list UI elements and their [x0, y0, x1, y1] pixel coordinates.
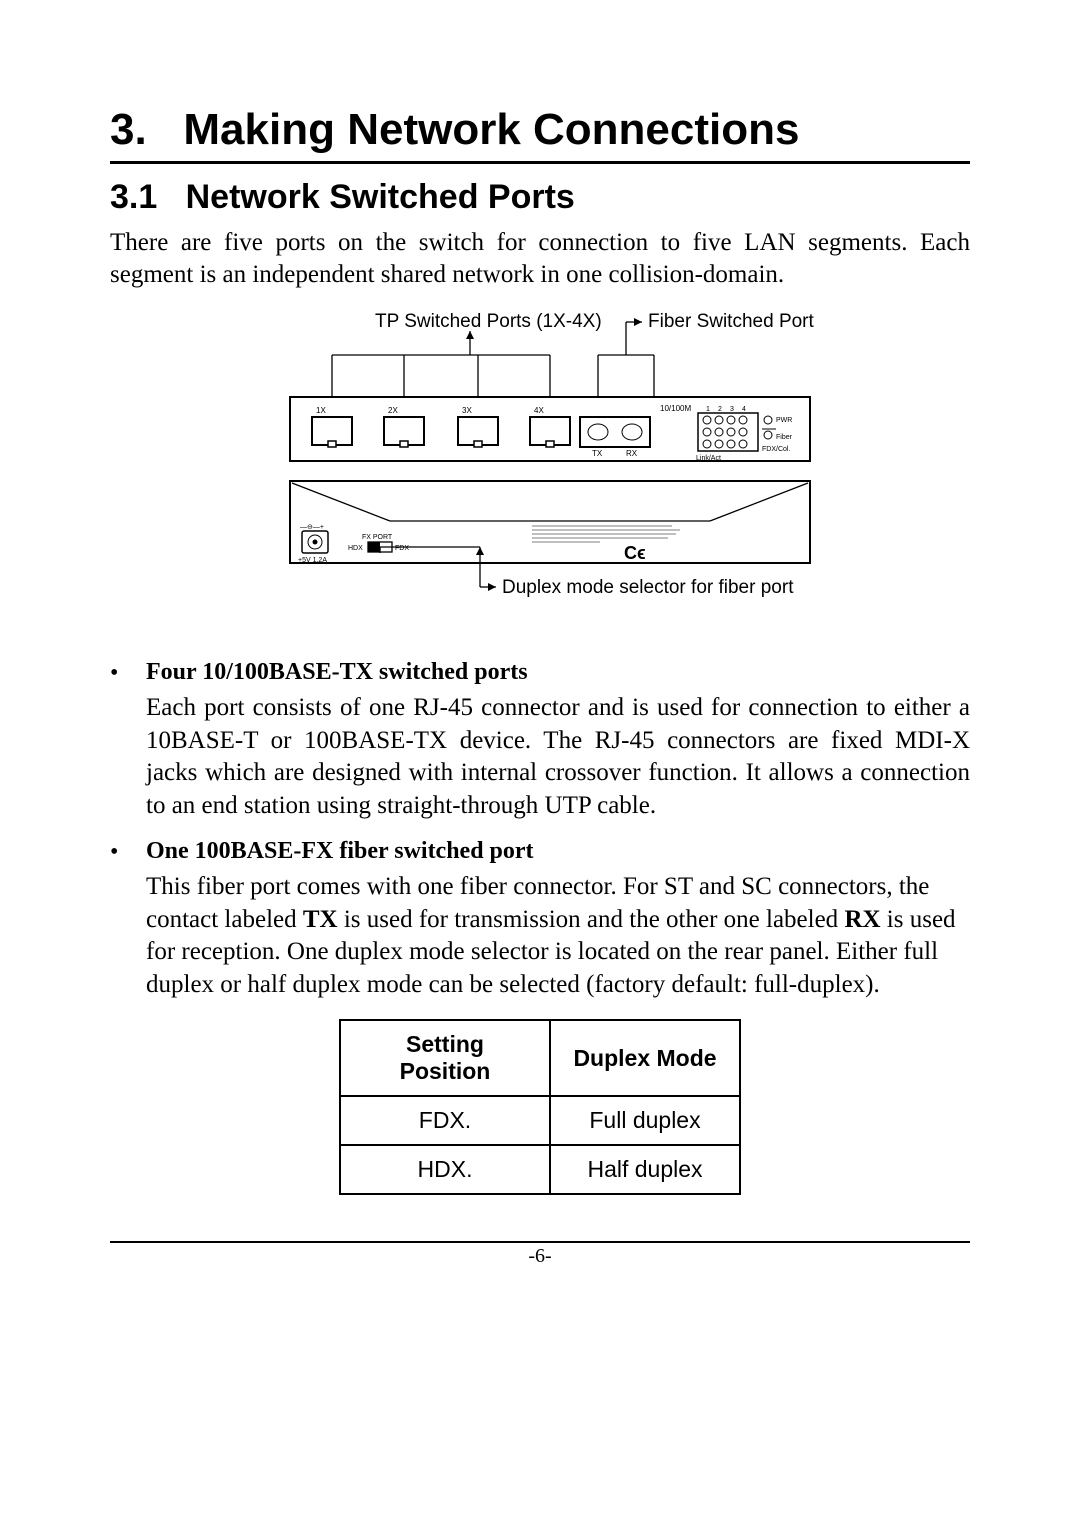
- table-cell: Full duplex: [550, 1096, 740, 1145]
- bullet-marker: •: [110, 838, 146, 865]
- svg-text:1: 1: [706, 406, 710, 413]
- table-header: Setting Position: [340, 1020, 550, 1096]
- bullet-marker: •: [110, 659, 146, 686]
- svg-text:FX PORT: FX PORT: [362, 534, 393, 541]
- table-row: HDX. Half duplex: [340, 1145, 740, 1194]
- table-cell: HDX.: [340, 1145, 550, 1194]
- bullet-item: • One 100BASE-FX fiber switched port: [110, 838, 970, 865]
- fiber-port-label: Fiber Switched Port: [648, 311, 815, 332]
- table-cell: Half duplex: [550, 1145, 740, 1194]
- svg-text:2: 2: [718, 406, 722, 413]
- bullet-title: One 100BASE-FX fiber switched port: [146, 838, 534, 865]
- intro-paragraph: There are five ports on the switch for c…: [110, 227, 970, 291]
- table-row: FDX. Full duplex: [340, 1096, 740, 1145]
- tp-ports-label: TP Switched Ports (1X-4X): [375, 311, 602, 332]
- svg-text:HDX: HDX: [348, 545, 363, 552]
- svg-text:PWR: PWR: [776, 417, 792, 424]
- chapter-rule: [110, 161, 970, 164]
- duplex-mode-table: Setting Position Duplex Mode FDX. Full d…: [339, 1019, 741, 1195]
- footer-rule: [110, 1241, 970, 1243]
- bullet-item: • Four 10/100BASE-TX switched ports: [110, 659, 970, 686]
- svg-text:Fiber: Fiber: [776, 434, 793, 441]
- device-diagram: TP Switched Ports (1X-4X) Fiber Switched…: [110, 309, 970, 629]
- svg-text:4: 4: [742, 406, 746, 413]
- svg-text:TX: TX: [592, 449, 603, 458]
- chapter-number: 3.: [110, 105, 147, 154]
- section-title: 3.1 Network Switched Ports: [110, 178, 970, 217]
- bullet-body-part: is used for transmission and the other o…: [338, 906, 845, 933]
- svg-text:+5V 1.2A: +5V 1.2A: [298, 557, 327, 564]
- bullet-title: Four 10/100BASE-TX switched ports: [146, 659, 528, 686]
- chapter-title-text: Making Network Connections: [183, 105, 799, 154]
- table-header: Duplex Mode: [550, 1020, 740, 1096]
- svg-text:1X: 1X: [316, 406, 326, 415]
- svg-text:—⊖—+: —⊖—+: [300, 524, 324, 531]
- svg-text:3: 3: [730, 406, 734, 413]
- svg-text:FDX/Col.: FDX/Col.: [762, 446, 790, 453]
- svg-text:Link/Act: Link/Act: [696, 455, 721, 462]
- svg-text:4X: 4X: [534, 406, 544, 415]
- table-cell: FDX.: [340, 1096, 550, 1145]
- section-number: 3.1: [110, 178, 157, 216]
- bullet-body: This fiber port comes with one fiber con…: [146, 871, 970, 1001]
- chapter-title: 3. Making Network Connections: [110, 105, 970, 155]
- bullet-body-bold: RX: [844, 906, 880, 933]
- svg-text:RX: RX: [626, 449, 638, 458]
- svg-text:FDX: FDX: [395, 545, 409, 552]
- section-title-text: Network Switched Ports: [186, 178, 575, 216]
- svg-text:2X: 2X: [388, 406, 398, 415]
- page-number: -6-: [110, 1245, 970, 1268]
- duplex-selector-label: Duplex mode selector for fiber port: [502, 577, 794, 598]
- bullet-body: Each port consists of one RJ-45 connecto…: [146, 692, 970, 822]
- dc-jack: —⊖—+ +5V 1.2A: [298, 524, 328, 564]
- ce-mark: Cϵ: [624, 543, 646, 563]
- svg-text:10/100M: 10/100M: [660, 404, 691, 413]
- bullet-body-bold: TX: [303, 906, 338, 933]
- svg-text:3X: 3X: [462, 406, 472, 415]
